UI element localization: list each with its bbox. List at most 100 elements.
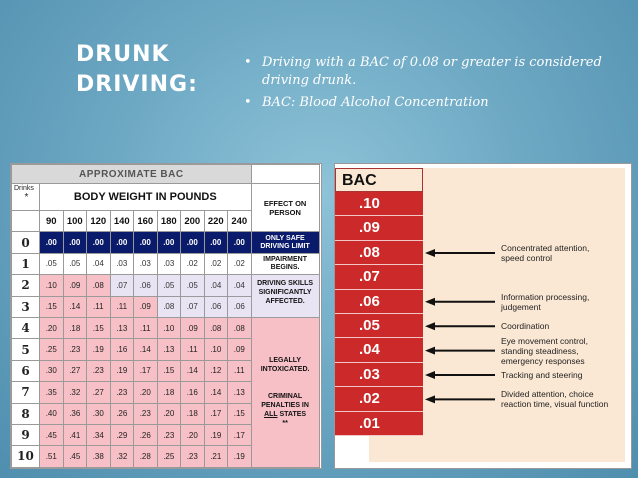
- table-row: 0.00.00.00.00.00.00.00.00.00 ONLY SAFE DR…: [11, 231, 320, 254]
- bac-cell: .17: [203, 402, 228, 425]
- bac-cell: .35: [39, 381, 64, 404]
- arrow-head-icon: [425, 371, 435, 379]
- bac-cell: .06: [203, 295, 228, 318]
- table-row: 2.10.09.08.07.06.05.05.04.04 DRIVING SKIL…: [11, 274, 320, 318]
- bac-level-cell: .09: [335, 216, 423, 241]
- bac-cell: .03: [109, 252, 134, 276]
- bac-cell: .14: [203, 381, 228, 404]
- bac-cell: .18: [180, 402, 205, 425]
- bac-cell: .30: [39, 359, 64, 383]
- bac-cell: .09: [62, 274, 87, 297]
- bullet-dot-icon: •: [244, 95, 252, 110]
- bac-cell: .14: [180, 359, 205, 383]
- effect-legal: LEGALLY INTOXICATED.: [260, 357, 310, 374]
- arrows-layer: [425, 249, 495, 404]
- weight-header-cell: 140: [109, 209, 134, 233]
- drinks-count: 10: [11, 445, 40, 468]
- bullet-list: • Driving with a BAC of 0.08 or greater i…: [238, 54, 608, 116]
- bac-cell: .20: [39, 316, 64, 340]
- drinks-count: 2: [11, 274, 40, 297]
- bac-cell: .07: [180, 295, 205, 318]
- bac-cell: .09: [227, 338, 252, 361]
- table-row: 5.25.23.19.16.14.13.11.10.09: [11, 338, 320, 361]
- bac-cell: .19: [203, 423, 228, 447]
- bullet-text: Driving with a BAC of 0.08 or greater is…: [262, 55, 602, 88]
- arrow-head-icon: [425, 346, 435, 355]
- bac-cell: .13: [109, 316, 134, 340]
- bac-cell: .05: [180, 274, 205, 297]
- table-row: 4.20.18.15.13.11.10.09.08.08 LEGALLY INTO…: [11, 316, 320, 468]
- bac-cell: .04: [86, 252, 111, 276]
- bac-cell: .10: [39, 274, 64, 297]
- bac-level-cell: .08: [335, 240, 423, 266]
- bac-cell: .20: [133, 381, 158, 404]
- bac-cell: .11: [109, 295, 134, 318]
- bac-cell: .16: [180, 381, 205, 404]
- bac-cell: .16: [109, 338, 134, 361]
- effect-label: Eye movement control, standing steadines…: [501, 335, 588, 366]
- bac-cell: .00: [133, 231, 158, 254]
- bac-cell: .21: [203, 445, 228, 468]
- bac-cell: .07: [109, 274, 134, 297]
- bac-cell: .45: [62, 445, 87, 468]
- bac-cell: .11: [227, 359, 252, 383]
- bac-cell: .19: [86, 338, 111, 361]
- bac-cell: .14: [133, 338, 158, 361]
- bac-cell: .23: [156, 423, 181, 447]
- bac-cell: .03: [156, 252, 181, 276]
- bac-cell: .11: [86, 295, 111, 318]
- weight-header-cell: 90: [39, 209, 64, 233]
- bac-cell: .08: [203, 316, 228, 340]
- effect-legal-criminal: LEGALLY INTOXICATED. CRIMINAL PENALTIES I…: [250, 316, 320, 468]
- bac-cell: .00: [109, 231, 134, 254]
- bullet-dot-icon: •: [244, 55, 252, 70]
- bac-cell: .09: [133, 295, 158, 318]
- bac-cell: .41: [62, 423, 87, 447]
- bac-cell: .20: [180, 423, 205, 447]
- bac-cell: .25: [39, 338, 64, 361]
- effect-label: Concentrated attention, speed control: [501, 243, 590, 263]
- bac-level-cell: .05: [335, 313, 423, 339]
- bac-cell: .27: [86, 381, 111, 404]
- weight-header-cell: 240: [227, 209, 252, 233]
- bac-cell: .23: [109, 381, 134, 404]
- bac-column-header: BAC: [335, 168, 423, 192]
- bac-cell: .04: [227, 274, 252, 297]
- table-row: 8.40.36.30.26.23.20.18.17.15: [11, 402, 320, 425]
- bullet-item: • BAC: Blood Alcohol Concentration: [238, 94, 608, 112]
- bac-cell: .08: [156, 295, 181, 318]
- bac-effects-chart: BAC .10.09.08.07.06.05.04.03.02.01 Conce…: [334, 163, 632, 469]
- bac-column: BAC .10.09.08.07.06.05.04.03.02.01: [335, 168, 423, 436]
- effect-impairment: IMPAIRMENT BEGINS.: [250, 252, 320, 276]
- drinks-count: 3: [11, 295, 40, 318]
- arrow-head-icon: [425, 395, 435, 404]
- bac-cell: .11: [180, 338, 205, 361]
- weight-header-cell: 160: [133, 209, 158, 233]
- bac-cell: .05: [156, 274, 181, 297]
- bac-cell: .06: [227, 295, 252, 318]
- effect-label: Information processing, judgement: [501, 291, 590, 312]
- effect-criminal: CRIMINAL PENALTIES IN ALL STATES **: [261, 393, 309, 428]
- bac-cell: .51: [39, 445, 64, 468]
- bac-cell: .00: [156, 231, 181, 254]
- bac-cell: .10: [203, 338, 228, 361]
- effect-label: Tracking and steering: [501, 370, 583, 380]
- drinks-count: 7: [11, 381, 40, 404]
- bac-table-image: APPROXIMATE BAC Drinks * BODY WEIGHT IN …: [10, 163, 322, 469]
- bac-cell: .15: [39, 295, 64, 318]
- bac-cell: .06: [133, 274, 158, 297]
- bac-cell: .00: [180, 231, 205, 254]
- bac-cell: .23: [133, 402, 158, 425]
- weight-header-cell: 220: [203, 209, 228, 233]
- drinks-count: 6: [11, 359, 40, 383]
- bac-cell: .40: [39, 402, 64, 425]
- bac-cell: .17: [227, 423, 252, 447]
- bac-cell: .26: [109, 402, 134, 425]
- bac-cell: .32: [109, 445, 134, 468]
- effect-safe: ONLY SAFE DRIVING LIMIT: [250, 231, 320, 254]
- bac-cell: .19: [109, 359, 134, 383]
- bac-cell: .08: [86, 274, 111, 297]
- bac-cell: .13: [227, 381, 252, 404]
- bac-cell: .00: [62, 231, 87, 254]
- drinks-count: 9: [11, 423, 40, 447]
